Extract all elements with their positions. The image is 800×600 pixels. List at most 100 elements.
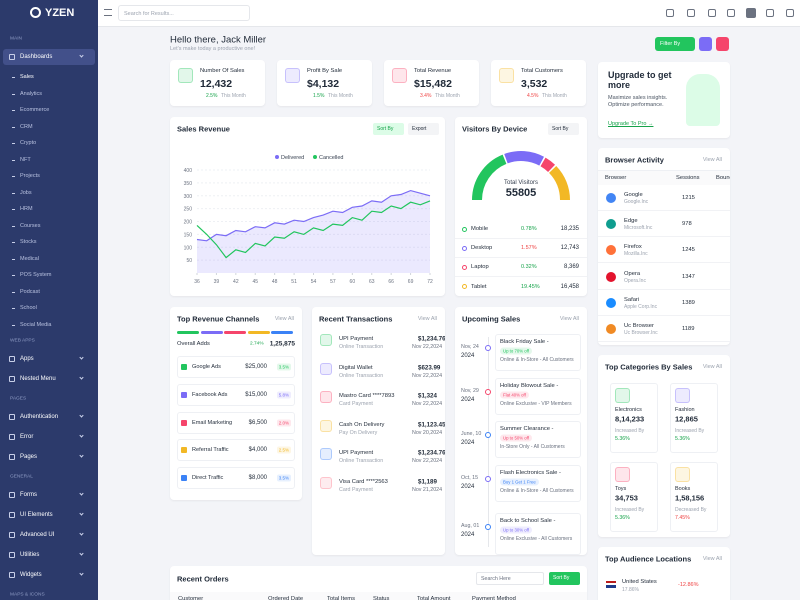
audience-change: -12.86% [678,582,699,588]
revenue-channels-card: Top Revenue Channels View All Overall Adds… [170,307,302,500]
view-all[interactable]: View All [417,316,437,322]
sidebar-subitem[interactable]: Sales [20,74,34,80]
sidebar-subitem[interactable]: Medical [20,255,39,262]
header-icon[interactable] [786,9,794,17]
upgrade-link[interactable]: Upgrade To Pro → [608,121,654,127]
sidebar-subitem[interactable]: POS System [20,272,52,278]
sidebar-item[interactable]: Authentication [20,414,59,420]
sidebar-subitem[interactable]: Ecommerce [20,107,50,113]
sort-label: Sort By [552,126,569,132]
view-all[interactable]: View All [702,157,722,163]
transaction-name: Mastro Card ****7893 [339,393,395,400]
gauge-segment [504,151,545,166]
browser-sessions: 1215 [682,195,695,201]
bullet [12,159,15,161]
order-search-placeholder: Search Here [481,576,511,582]
header-icon[interactable] [687,9,695,17]
y-tick-label: 200 [184,220,193,226]
category-value: 12,865 [675,414,698,424]
sidebar-subitem[interactable]: Analytics [20,90,43,97]
sidebar-subitem[interactable]: Projects [20,173,40,179]
view-all[interactable]: View All [702,364,722,370]
sidebar-subitem[interactable]: School [20,305,37,311]
sidebar-subitem[interactable]: Jobs [20,189,32,196]
sidebar-item[interactable]: UI Elements [20,512,53,518]
header-icon[interactable] [727,9,735,17]
transaction-date: Nov 22,2024 [412,372,443,379]
header-icon[interactable] [708,9,716,17]
stat-icon [285,68,300,83]
transaction-amount: $623.99 [418,364,441,372]
sort-button[interactable]: Sort By [373,123,404,135]
sale-day: Aug, 01 [461,523,480,529]
filter-button[interactable]: Filter By [655,37,695,51]
sidebar-item[interactable]: Utilities [20,552,40,558]
channel-change: 3.5% [276,474,291,482]
category-change: 5.36% [615,436,630,442]
browser-company: Microsoft.Inc [624,225,653,232]
export-button[interactable]: Export [408,123,439,135]
browser-company: Mozilla.Inc [624,251,648,258]
header-icon[interactable] [666,9,674,17]
sidebar-subitem[interactable]: Stocks [20,239,37,245]
sidebar-subitem[interactable]: Social Media [20,321,52,328]
category-icon [615,388,630,403]
sidebar-subitem[interactable]: Podcast [20,288,40,295]
card-title: Top Audience Locations [605,554,692,564]
channel-icon [181,475,187,482]
sidebar-item[interactable]: Widgets [20,572,42,578]
channel-name: Referral Traffic [192,447,229,454]
sidebar-subitem[interactable]: NFT [20,156,31,163]
device-name: Tablet [471,283,487,290]
bullet [12,225,15,227]
table-header-bg [170,592,587,600]
sidebar-item[interactable]: Forms [20,492,37,498]
sidebar-subitem[interactable]: Crypto [20,140,37,146]
category-change: 7.45% [675,515,690,521]
device-change: 1.57% [521,245,537,252]
sidebar-subitem[interactable]: CRM [20,123,33,130]
progress-segment [247,331,270,334]
category-icon [675,467,690,482]
sort-button[interactable]: Sort By [548,123,579,135]
bullet [12,258,15,260]
view-all[interactable]: View All [274,316,294,322]
sale-year: 2024 [461,397,475,403]
transaction-icon [320,477,332,489]
sale-year: 2024 [461,484,475,490]
sale-offer: Flat 40% off [500,391,529,399]
series-line [196,200,431,259]
bullet [12,275,15,276]
sort-button[interactable]: Sort By [549,572,580,585]
stat-icon [499,68,514,83]
view-all[interactable]: View All [559,316,579,322]
header-icon[interactable] [766,9,774,17]
search-box[interactable]: Search for Results... [118,5,250,21]
channel-icon [181,447,187,454]
avatar[interactable] [746,8,756,18]
sidebar-item[interactable]: Pages [20,454,38,460]
sidebar-subitem[interactable]: HRM [20,206,33,212]
card-title: Recent Orders [177,574,229,584]
view-all[interactable]: View All [702,556,722,562]
sidebar-item[interactable]: Nested Menu [20,376,56,382]
stat-change: 1.5% [313,93,325,99]
sidebar-icon [9,512,15,518]
sidebar-item[interactable]: Advanced UI [20,532,55,538]
transaction-type: Card Payment [339,487,373,493]
icon-button[interactable] [699,37,712,51]
sidebar-item[interactable]: Apps [20,356,34,362]
sidebar-icon [9,572,15,578]
channel-name: Email Marketing [192,419,233,426]
country: United States [622,579,657,585]
device-change: 0.78% [521,226,537,232]
sidebar-item[interactable]: Error [20,434,34,440]
channel-icon [181,364,187,370]
timeline-dot [485,476,491,482]
order-search[interactable]: Search Here [476,572,544,585]
icon-button[interactable] [716,37,729,51]
stat-value: $15,482 [414,78,452,90]
sidebar-item[interactable]: Dashboards [20,54,53,60]
chevron [79,531,84,536]
sidebar-subitem[interactable]: Courses [20,222,41,229]
